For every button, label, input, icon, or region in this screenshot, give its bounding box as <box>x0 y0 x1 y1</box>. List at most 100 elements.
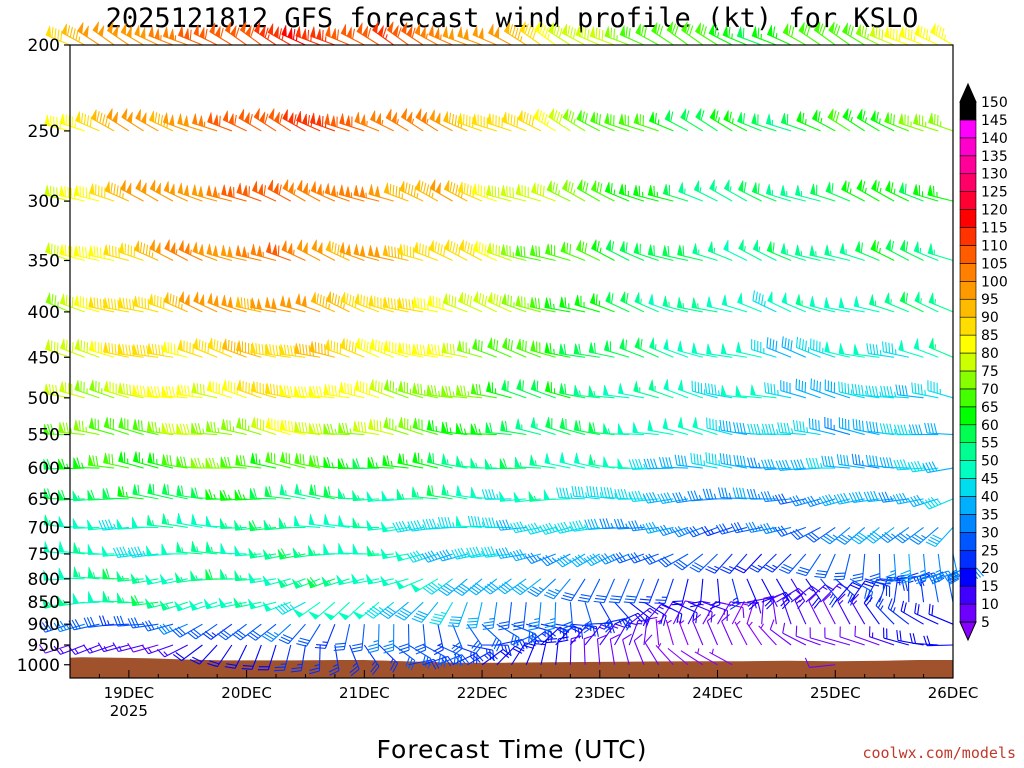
wind-barb <box>898 26 924 46</box>
wind-barb <box>277 577 306 589</box>
wind-barb <box>559 343 586 358</box>
colorbar-swatch <box>959 227 977 246</box>
wind-barb <box>396 488 424 500</box>
wind-barb <box>529 454 556 469</box>
wind-barb <box>914 602 939 625</box>
wind-barb <box>769 619 792 646</box>
x-axis-label: Forecast Time (UTC) <box>377 735 648 764</box>
wind-barb <box>885 180 910 202</box>
wind-barb <box>484 458 512 470</box>
x-tick-label: 21DEC <box>339 684 390 702</box>
wind-barb <box>591 239 615 261</box>
wind-barb <box>292 578 321 589</box>
wind-barb <box>325 25 350 46</box>
y-tick-label: 950 <box>28 636 60 656</box>
wind-barb <box>811 109 836 132</box>
wind-barb <box>671 578 689 606</box>
wind-barb <box>655 619 662 646</box>
wind-barb <box>45 242 71 262</box>
wind-barb <box>731 600 749 625</box>
wind-barb <box>336 574 365 586</box>
wind-barb <box>884 292 910 313</box>
wind-barb <box>264 343 291 358</box>
wind-barb <box>433 624 444 656</box>
wind-barb <box>378 644 399 673</box>
wind-barb <box>74 338 100 358</box>
colorbar-swatch <box>959 442 977 461</box>
wind-barb <box>619 338 645 358</box>
wind-barb <box>828 21 851 46</box>
wind-barb <box>634 292 659 313</box>
wind-barb <box>221 379 247 399</box>
wind-barb <box>294 483 321 500</box>
wind-barb <box>780 242 806 262</box>
wind-barb <box>415 624 427 655</box>
wind-barb <box>837 593 851 625</box>
wind-barb <box>443 239 468 261</box>
wind-barb <box>134 24 159 46</box>
wind-barb <box>586 485 615 500</box>
wind-barb <box>925 527 954 548</box>
wind-barb <box>265 417 291 436</box>
wind-barb <box>176 512 203 528</box>
colorbar-label: 5 <box>981 615 990 631</box>
wind-barb <box>665 619 674 646</box>
wind-barb <box>178 240 203 261</box>
wind-barb <box>599 518 630 530</box>
wind-barb <box>809 627 836 646</box>
wind-barb <box>856 108 880 132</box>
wind-barb <box>908 424 939 436</box>
wind-barb <box>707 241 733 262</box>
wind-barb <box>562 108 586 132</box>
colorbar-label: 25 <box>981 543 999 559</box>
wind-barb <box>662 418 689 436</box>
wind-barb <box>219 489 247 501</box>
colorbar-label: 110 <box>981 238 1008 254</box>
wind-barb <box>73 542 100 555</box>
wind-barb <box>643 458 674 470</box>
wind-barb <box>220 418 247 436</box>
wind-barb <box>501 337 527 358</box>
wind-barb <box>367 457 394 469</box>
wind-barb <box>561 578 586 602</box>
colorbar-swatch <box>959 370 977 390</box>
wind-barb <box>761 595 774 625</box>
wind-barb <box>530 417 556 436</box>
wind-barb <box>706 613 719 646</box>
wind-barb <box>674 454 703 469</box>
wind-barb <box>149 179 174 202</box>
wind-barb <box>248 520 277 532</box>
wind-barb <box>131 517 159 528</box>
wind-barb <box>928 603 954 625</box>
wind-barb <box>651 22 674 46</box>
wind-barb <box>544 381 571 399</box>
wind-barb <box>456 340 483 358</box>
y-tick-label: 450 <box>28 348 60 368</box>
wind-barb <box>758 623 777 646</box>
wind-barb <box>87 455 115 469</box>
wind-barb <box>689 553 718 573</box>
x-tick-label: 23DEC <box>575 684 626 702</box>
wind-barb <box>89 379 115 399</box>
x-tick-label: 19DEC <box>104 684 155 702</box>
wind-barb <box>352 490 380 502</box>
wind-barb <box>515 418 542 436</box>
wind-barb <box>349 644 360 677</box>
colorbar-swatch <box>959 549 977 569</box>
wind-barb <box>923 635 954 647</box>
wind-barb <box>620 291 645 313</box>
wind-barb <box>293 385 321 399</box>
wind-barb <box>191 382 218 399</box>
wind-barb <box>559 296 586 313</box>
wind-barb <box>879 457 909 469</box>
wind-barb <box>499 491 527 502</box>
wind-barb <box>296 111 321 132</box>
wind-barb <box>325 291 350 313</box>
wind-barb <box>588 421 615 436</box>
wind-barb <box>401 22 424 46</box>
wind-barb <box>472 240 498 261</box>
wind-barb <box>715 523 748 535</box>
wind-barb <box>189 644 218 665</box>
wind-barb <box>887 598 910 625</box>
wind-barb <box>928 292 954 313</box>
